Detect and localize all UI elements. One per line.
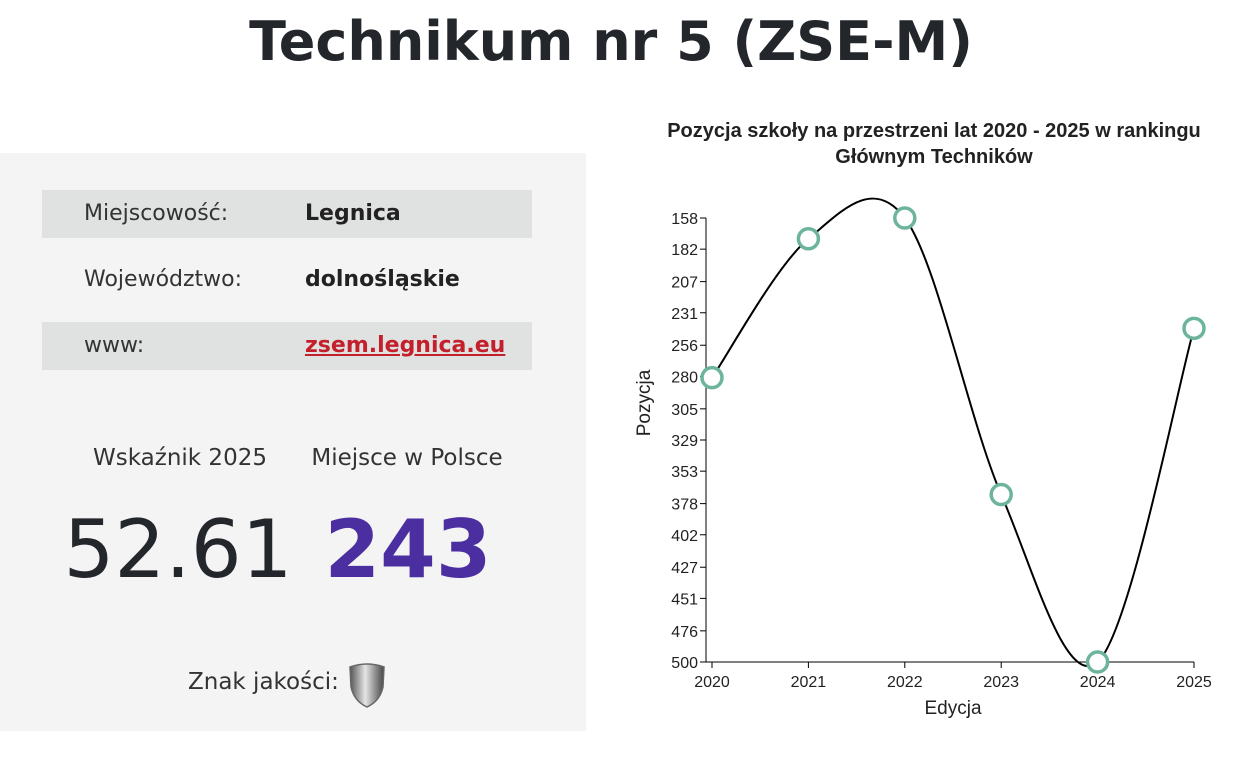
- y-tick-label: 500: [671, 655, 698, 672]
- y-tick-label: 329: [671, 433, 698, 450]
- data-point: [700, 365, 724, 390]
- rank-label: Miejsce w Polsce: [311, 445, 503, 471]
- y-tick-label: 158: [671, 211, 698, 228]
- info-label: Miejscowość:: [84, 201, 229, 226]
- data-point: [796, 227, 821, 251]
- data-point: [1182, 316, 1206, 341]
- y-tick-label: 353: [671, 464, 698, 481]
- y-tick-label: 182: [671, 242, 698, 259]
- x-tick-label: 2025: [1176, 674, 1212, 691]
- x-tick-label: 2024: [1080, 674, 1116, 691]
- website-link[interactable]: zsem.legnica.eu: [305, 333, 506, 358]
- y-tick-label: 476: [671, 624, 698, 641]
- y-tick-label: 451: [671, 591, 698, 608]
- y-tick-label: 231: [671, 306, 698, 323]
- info-value: Legnica: [305, 201, 401, 226]
- y-tick-label: 280: [671, 369, 698, 386]
- data-point: [989, 482, 1013, 507]
- info-row: Województwo: dolnośląskie: [42, 256, 532, 304]
- info-panel: Miejscowość: Legnica Województwo: dolnoślą…: [0, 153, 586, 731]
- quality-label: Znak jakości:: [188, 669, 339, 695]
- data-point: [1085, 650, 1110, 674]
- x-tick-label: 2021: [791, 674, 827, 691]
- info-label: Województwo:: [84, 267, 243, 292]
- info-row: www: zsem.legnica.eu: [42, 322, 532, 370]
- data-point: [893, 206, 917, 230]
- x-tick-label: 2023: [983, 674, 1019, 691]
- y-tick-label: 256: [671, 338, 698, 355]
- info-row: Miejscowość: Legnica: [42, 190, 532, 238]
- series-line: [711, 197, 1195, 667]
- info-value: dolnośląskie: [305, 267, 460, 292]
- y-tick-label: 207: [671, 275, 698, 292]
- x-axis-label: Edycja: [924, 698, 981, 719]
- quality-shield: [349, 663, 385, 708]
- y-axis-label: Pozycja: [634, 369, 655, 436]
- chart-title: Pozycja szkoły na przestrzeni lat 2020 -…: [667, 120, 1201, 168]
- y-tick-label: 427: [671, 560, 698, 577]
- index-value: 52.61: [63, 503, 293, 596]
- index-label: Wskaźnik 2025: [93, 445, 267, 471]
- x-tick-label: 2022: [887, 674, 923, 691]
- info-label: www:: [84, 333, 145, 358]
- rank-value: 243: [324, 503, 492, 596]
- x-tick-label: 2020: [694, 674, 730, 691]
- y-tick-label: 305: [671, 402, 698, 419]
- y-tick-label: 378: [671, 497, 698, 514]
- y-tick-label: 402: [671, 528, 698, 545]
- page-title: Technikum nr 5 (ZSE-M): [249, 10, 973, 73]
